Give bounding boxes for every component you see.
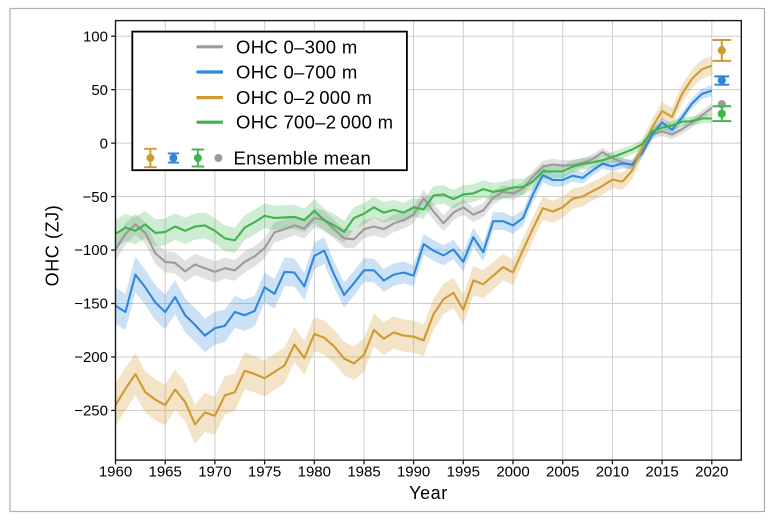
svg-text:1990: 1990 bbox=[397, 464, 430, 481]
svg-text:−50: −50 bbox=[83, 189, 108, 206]
svg-text:1975: 1975 bbox=[248, 464, 281, 481]
svg-text:2005: 2005 bbox=[546, 464, 579, 481]
svg-text:OHC 0–700 m: OHC 0–700 m bbox=[236, 62, 358, 83]
svg-text:−100: −100 bbox=[74, 242, 108, 259]
svg-text:0: 0 bbox=[100, 135, 108, 152]
svg-text:OHC 0–300 m: OHC 0–300 m bbox=[236, 36, 358, 57]
svg-text:−150: −150 bbox=[74, 296, 108, 313]
svg-text:2000: 2000 bbox=[496, 464, 529, 481]
svg-text:1980: 1980 bbox=[298, 464, 331, 481]
svg-text:−250: −250 bbox=[74, 403, 108, 420]
svg-text:2020: 2020 bbox=[695, 464, 728, 481]
svg-text:Ensemble mean: Ensemble mean bbox=[234, 148, 372, 169]
svg-text:1985: 1985 bbox=[347, 464, 380, 481]
svg-text:100: 100 bbox=[83, 28, 108, 45]
svg-text:2010: 2010 bbox=[596, 464, 629, 481]
svg-text:1965: 1965 bbox=[149, 464, 182, 481]
svg-text:1995: 1995 bbox=[447, 464, 480, 481]
svg-text:50: 50 bbox=[91, 82, 108, 99]
svg-text:−200: −200 bbox=[74, 349, 108, 366]
svg-text:OHC 0–2 000 m: OHC 0–2 000 m bbox=[236, 87, 372, 108]
svg-text:1970: 1970 bbox=[198, 464, 231, 481]
svg-text:OHC (ZJ): OHC (ZJ) bbox=[43, 205, 63, 287]
svg-text:2015: 2015 bbox=[645, 464, 678, 481]
svg-text:OHC 700–2 000 m: OHC 700–2 000 m bbox=[236, 112, 393, 133]
svg-text:Year: Year bbox=[409, 483, 448, 503]
svg-text:1960: 1960 bbox=[99, 464, 132, 481]
